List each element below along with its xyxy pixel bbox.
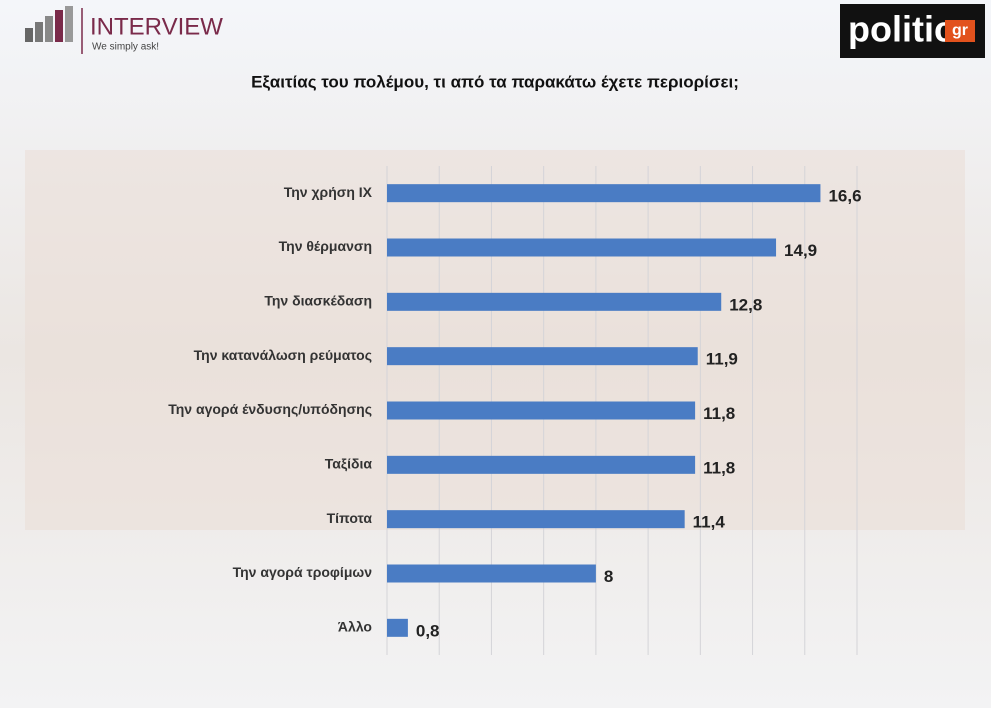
value-label: 8	[604, 567, 613, 586]
value-label: 11,4	[693, 513, 726, 532]
bar	[387, 564, 596, 583]
chart-title: Εξαιτίας του πολέμου, τι από τα παρακάτω…	[251, 72, 739, 91]
value-label: 11,8	[703, 458, 735, 477]
value-label: 0,8	[416, 621, 440, 640]
brand-tagline: We simply ask!	[92, 42, 159, 53]
y-tick-label: Την χρήση ΙΧ	[284, 184, 373, 200]
brand-suffix: gr	[952, 22, 968, 39]
bar	[387, 455, 696, 474]
interview-logo: INTERVIEW We simply ask!	[25, 6, 223, 54]
y-tick-label: Ταξίδια	[325, 456, 373, 472]
brand-name: politic	[848, 9, 954, 50]
bar	[387, 184, 821, 203]
value-label: 12,8	[729, 295, 762, 314]
value-label: 11,9	[706, 350, 738, 369]
value-label: 14,9	[784, 241, 817, 260]
bar	[387, 510, 685, 529]
value-label: 16,6	[828, 187, 861, 206]
y-tick-label: Την αγορά ένδυσης/υπόδησης	[168, 401, 372, 417]
y-tick-label: Την κατανάλωση ρεύματος	[194, 347, 372, 363]
bar	[387, 292, 722, 311]
bar	[387, 618, 408, 637]
bar	[387, 401, 696, 420]
y-tick-label: Την αγορά τροφίμων	[233, 564, 373, 580]
value-label: 11,8	[703, 404, 735, 423]
y-tick-label: Την διασκέδαση	[264, 293, 372, 309]
y-tick-label: Τίποτα	[327, 510, 373, 526]
politic-logo: politic gr	[840, 4, 985, 58]
bar	[387, 238, 777, 257]
bar	[387, 347, 698, 366]
y-tick-label: Άλλο	[338, 619, 372, 635]
brand-name: INTERVIEW	[90, 13, 223, 40]
y-tick-label: Την θέρμανση	[279, 238, 372, 254]
